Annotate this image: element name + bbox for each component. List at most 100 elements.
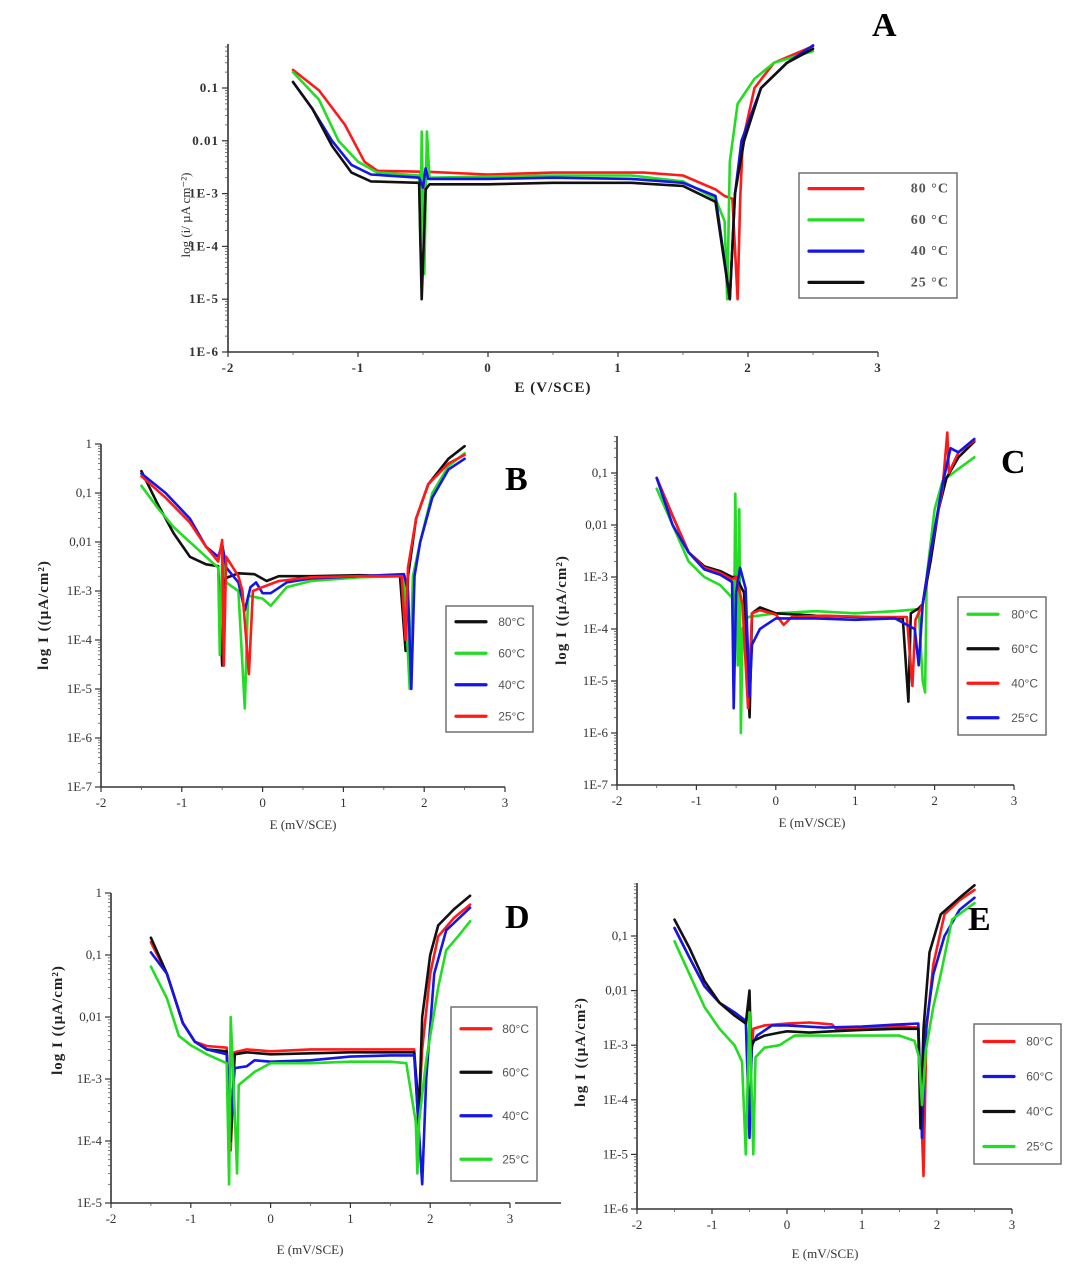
legend-label: 80°C — [502, 1022, 529, 1036]
panel-e: -2 -1 0 1 2 3 1E-6 1E-5 1E-4 1E-3 0,01 0,1 E (mV/SCE… — [573, 883, 1062, 1261]
x-tick-label: -2 — [612, 793, 623, 808]
series-line-25c — [673, 901, 976, 1156]
x-axis-title: E (V/SCE) — [515, 380, 592, 396]
legend-label: 80°C — [498, 615, 525, 629]
series-line-80c — [291, 44, 815, 301]
legend-label: 60°C — [1011, 642, 1038, 656]
y-tick-label: 1E-6 — [603, 1201, 629, 1216]
y-axis-title: log I ((µA/cm²) — [573, 997, 589, 1107]
y-tick-label: 0,1 — [76, 485, 92, 500]
y-tick-label: 1E-6 — [67, 730, 93, 745]
legend-label: 80°C — [1026, 1035, 1053, 1049]
panel-a: -2 -1 0 1 2 3 1E-6 1E-5 1E-4 1E-3 0.01 0.1 E (V/SCE)… — [178, 7, 958, 396]
x-tick-label: 3 — [1011, 793, 1018, 808]
legend-box — [957, 596, 1047, 736]
x-tick-label: -1 — [185, 1211, 196, 1226]
panel-d: -2 -1 0 1 2 3 1E-5 1E-4 1E-3 0,01 0,1 1 E (mV/SCE) lo… — [50, 885, 561, 1257]
panel-letter: C — [1001, 444, 1026, 481]
legend-label: 80 °C — [911, 182, 949, 197]
y-tick-label: 1E-3 — [603, 1037, 628, 1052]
y-tick-label: 1E-3 — [67, 583, 92, 598]
x-tick-label: 3 — [1009, 1217, 1016, 1232]
y-tick-label: 0.1 — [200, 80, 219, 95]
legend: 80°C 60°C 40°C 25°C — [445, 605, 534, 733]
y-tick-label: 0,01 — [69, 534, 92, 549]
y-tick-label: 1E-7 — [67, 779, 93, 794]
legend-label: 60°C — [498, 646, 525, 660]
legend-label: 60 °C — [911, 213, 949, 228]
x-tick-label: 0 — [259, 795, 266, 810]
legend-label: 40°C — [1011, 676, 1038, 690]
x-tick-label: 0 — [784, 1217, 791, 1232]
legend-box — [450, 1006, 538, 1182]
legend-label: 25°C — [1011, 711, 1038, 725]
x-tick-label: 2 — [421, 795, 428, 810]
legend-box — [973, 1023, 1062, 1165]
legend-label: 25°C — [502, 1152, 529, 1166]
series-line-25c — [655, 437, 976, 710]
y-tick-label: 1E-5 — [583, 673, 608, 688]
y-tick-label: 0,01 — [585, 517, 608, 532]
x-tick-label: 2 — [427, 1211, 434, 1226]
x-tick-label: -2 — [106, 1211, 117, 1226]
x-tick-label: 3 — [874, 360, 882, 375]
x-tick-label: -1 — [176, 795, 187, 810]
y-tick-label: 1 — [86, 436, 93, 451]
x-axis-title: E (mV/SCE) — [277, 1242, 344, 1257]
legend-box — [445, 605, 534, 733]
panel-letter: B — [505, 461, 528, 498]
x-tick-label: 2 — [931, 793, 938, 808]
x-tick-label: 1 — [347, 1211, 354, 1226]
x-tick-label: 0 — [267, 1211, 274, 1226]
x-tick-label: 1 — [340, 795, 347, 810]
y-tick-label: 1E-5 — [77, 1195, 102, 1210]
y-tick-label: 1E-3 — [189, 186, 219, 201]
y-tick-label: 1E-5 — [603, 1146, 628, 1161]
y-tick-label: 1E-5 — [189, 291, 219, 306]
y-tick-label: 0,1 — [612, 928, 628, 943]
panel-letter: D — [505, 899, 530, 936]
y-axis-title: log (i/ µA cm⁻²) — [178, 172, 193, 257]
y-tick-label: 1E-6 — [189, 344, 219, 359]
y-tick-label: 0.01 — [192, 133, 219, 148]
x-tick-label: -1 — [707, 1217, 718, 1232]
y-tick-label: 1E-7 — [583, 777, 609, 792]
series-line-25c — [291, 47, 815, 301]
legend-label: 40°C — [502, 1109, 529, 1123]
series-line-25c — [140, 453, 466, 676]
x-tick-label: -2 — [96, 795, 107, 810]
panel-b: -2 -1 0 1 2 31E-71E-61E-51E-41E-30,010,11E (m… — [36, 436, 534, 832]
x-tick-label: -2 — [222, 360, 235, 375]
y-axis-title: log I ((µA/cm²) — [36, 560, 52, 670]
y-tick-label: 0,1 — [86, 947, 102, 962]
legend-label: 25°C — [498, 709, 525, 723]
y-tick-label: 1E-4 — [603, 1092, 629, 1107]
series-line-60c — [291, 49, 815, 301]
legend: 80°C 60°C 40°C 25°C — [450, 1006, 538, 1182]
y-tick-label: 1E-4 — [189, 238, 219, 253]
x-tick-label: -1 — [691, 793, 702, 808]
series-line-40c — [673, 884, 976, 1130]
x-tick-label: 1 — [852, 793, 859, 808]
series-line-80c — [655, 456, 976, 735]
legend-box — [798, 172, 958, 299]
y-tick-label: 1E-5 — [67, 681, 92, 696]
x-tick-label: 0 — [773, 793, 780, 808]
series-line-25c — [149, 920, 472, 1186]
y-tick-label: 0,01 — [79, 1009, 102, 1024]
legend: 80 °C 60 °C 40 °C 25 °C — [798, 172, 958, 299]
legend: 80°C 60°C 40°C 25°C — [957, 596, 1047, 736]
y-tick-label: 0,1 — [592, 465, 608, 480]
x-tick-label: 2 — [934, 1217, 941, 1232]
panel-letter: E — [968, 901, 991, 938]
panel-letter: A — [872, 7, 897, 44]
series-line-40c — [291, 44, 815, 301]
legend-label: 25°C — [1026, 1140, 1053, 1154]
y-tick-label: 0,01 — [605, 983, 628, 998]
legend-label: 40°C — [498, 678, 525, 692]
x-axis-title: E (mV/SCE) — [270, 817, 337, 832]
x-tick-label: 3 — [507, 1211, 514, 1226]
x-tick-label: 1 — [859, 1217, 866, 1232]
y-tick-label: 1E-6 — [583, 725, 609, 740]
